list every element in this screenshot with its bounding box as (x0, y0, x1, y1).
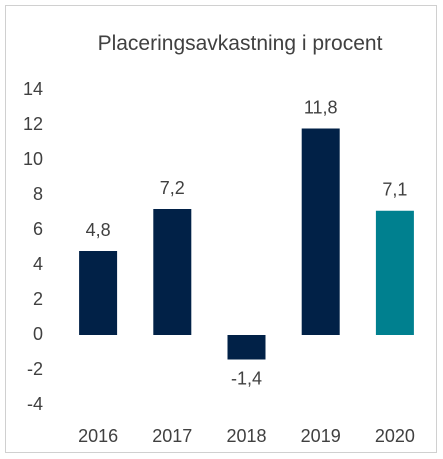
data-label: -1,4 (231, 368, 262, 388)
x-tick-label: 2020 (375, 426, 415, 446)
y-tick-label: -2 (27, 359, 43, 379)
chart-border (5, 5, 437, 453)
y-tick-label: 12 (23, 114, 43, 134)
y-tick-label: 2 (33, 289, 43, 309)
y-tick-label: -4 (27, 394, 43, 414)
x-tick-label: 2016 (78, 426, 118, 446)
y-tick-label: 14 (23, 79, 43, 99)
y-tick-label: 8 (33, 184, 43, 204)
bar (375, 210, 414, 335)
bar (227, 335, 266, 360)
y-tick-label: 4 (33, 254, 43, 274)
data-label: 7,1 (382, 180, 407, 200)
data-label: 7,2 (160, 178, 185, 198)
y-tick-label: 10 (23, 149, 43, 169)
data-label: 4,8 (86, 220, 111, 240)
x-tick-label: 2018 (226, 426, 266, 446)
bar (301, 128, 340, 335)
chart-title: Placeringsavkastning i procent (97, 32, 383, 55)
bar (153, 209, 192, 335)
x-tick-label: 2019 (301, 426, 341, 446)
data-label: 11,8 (304, 97, 338, 117)
bar (79, 251, 118, 335)
y-tick-label: 0 (33, 324, 43, 344)
x-tick-label: 2017 (152, 426, 192, 446)
y-tick-label: 6 (33, 219, 43, 239)
